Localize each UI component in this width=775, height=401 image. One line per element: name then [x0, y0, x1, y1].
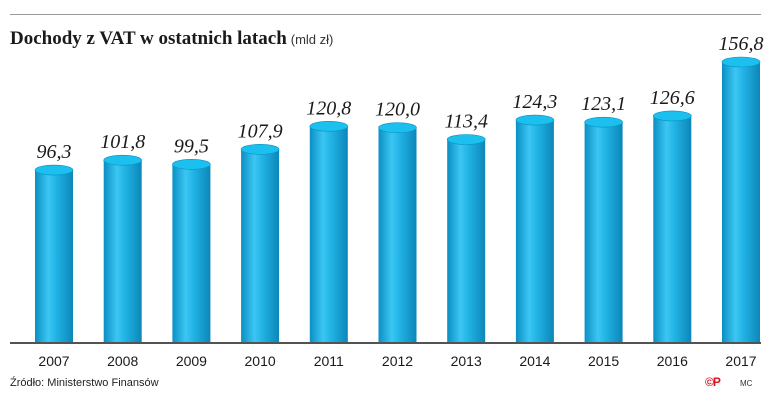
- x-tick-label-2009: 2009: [176, 353, 207, 369]
- value-label-2009: 99,5: [174, 135, 209, 157]
- x-tick-label-2012: 2012: [382, 353, 413, 369]
- bar-cap-2015: [584, 116, 623, 128]
- x-tick-label-2017: 2017: [725, 353, 756, 369]
- bar-2009: [172, 164, 211, 342]
- bar-cap-2016: [652, 110, 692, 122]
- x-tick-label-2014: 2014: [519, 353, 550, 369]
- bar-cap-2011: [309, 120, 349, 132]
- bar-2010: [241, 149, 280, 342]
- value-label-2011: 120,8: [306, 97, 351, 119]
- top-rule: [10, 14, 761, 15]
- bar-cap-2010: [240, 144, 280, 155]
- x-tick-label-2015: 2015: [588, 353, 619, 369]
- bar-cap-2012: [378, 122, 417, 134]
- value-label-2007: 96,3: [37, 141, 72, 163]
- author-initials: MC: [740, 379, 753, 388]
- x-tick-label-2010: 2010: [245, 353, 276, 369]
- bar-2007: [35, 170, 73, 342]
- x-tick-label-2013: 2013: [451, 353, 482, 369]
- bar-2008: [103, 160, 142, 342]
- bar-2015: [584, 122, 623, 342]
- bar-2011: [309, 126, 348, 343]
- bar-cap-2013: [446, 134, 486, 145]
- bar-2012: [378, 127, 417, 342]
- value-label-2015: 123,1: [581, 93, 626, 115]
- value-label-2016: 126,6: [650, 87, 695, 109]
- chart-title-block: Dochody z VAT w ostatnich latach (mld zł): [10, 28, 333, 50]
- x-tick-label-2016: 2016: [657, 353, 688, 369]
- bar-2013: [447, 139, 486, 342]
- x-tick-label-2008: 2008: [107, 353, 138, 369]
- bar-2017: [722, 62, 760, 342]
- value-label-2013: 113,4: [444, 111, 488, 133]
- x-tick-label-2011: 2011: [314, 353, 344, 369]
- value-label-2012: 120,0: [375, 99, 420, 121]
- bar-cap-2009: [172, 159, 211, 170]
- bar-2016: [653, 115, 692, 342]
- chart-title: Dochody z VAT w ostatnich latach: [10, 28, 287, 49]
- x-tick-label-2007: 2007: [38, 353, 69, 369]
- value-label-2014: 124,3: [512, 91, 557, 113]
- bar-cap-2008: [103, 154, 142, 166]
- publisher-logo: ©P: [705, 375, 721, 389]
- bar-cap-2017: [721, 56, 761, 68]
- value-label-2008: 101,8: [100, 131, 145, 153]
- value-label-2010: 107,9: [238, 120, 283, 142]
- bar-cap-2007: [34, 164, 74, 176]
- chart-unit: (mld zł): [290, 32, 334, 47]
- bar-2014: [515, 120, 554, 343]
- source-note: Źródło: Ministerstwo Finansów: [10, 377, 159, 389]
- value-label-2017: 156,8: [719, 33, 764, 55]
- bar-cap-2014: [515, 114, 555, 126]
